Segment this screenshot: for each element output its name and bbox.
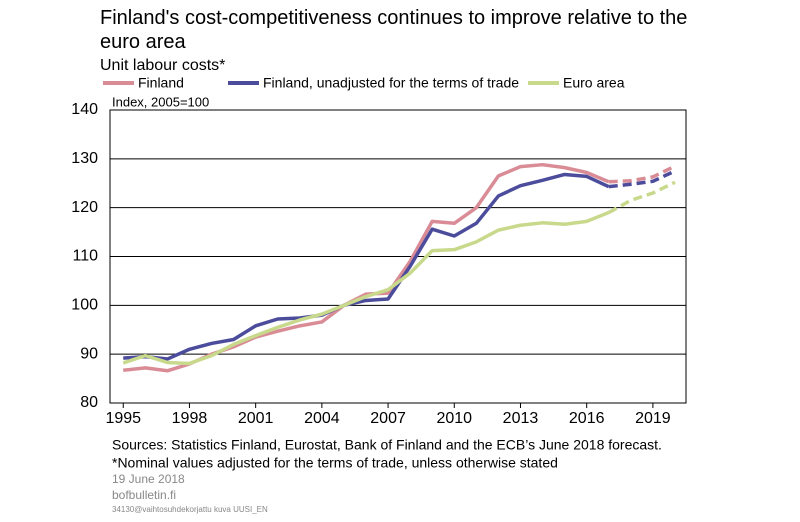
forecast-line: [608, 169, 676, 189]
plot-frame: [109, 109, 687, 404]
sources: Sources: Statistics Finland, Eurostat, B…: [112, 437, 662, 453]
x-tick-label: 2010: [436, 410, 472, 427]
forecast-line: [608, 164, 676, 184]
y-axis-label: Index, 2005=100: [112, 94, 209, 109]
y-tick-label: 120: [71, 199, 98, 216]
x-tick-label: 2007: [370, 410, 406, 427]
series-line: [123, 162, 610, 373]
y-tick-label: 130: [71, 150, 98, 167]
chart-title: Finland's cost-competitiveness continues…: [100, 7, 688, 53]
legend-label: Finland, unadjusted for the terms of tra…: [263, 75, 519, 91]
legend-label: Finland: [138, 75, 184, 91]
site: bofbulletin.fi: [112, 488, 176, 502]
file-name: 34130@vaihtosuhdekorjattu kuva UUSI_EN: [112, 505, 268, 514]
legend-label: Euro area: [563, 75, 625, 91]
series-line: [123, 172, 610, 361]
subtitle: Unit labour costs*: [100, 57, 225, 74]
forecast-line: [607, 180, 676, 215]
x-tick-label: 2004: [304, 410, 340, 427]
x-tick-label: 2019: [635, 410, 671, 427]
y-tick-label: 110: [72, 248, 98, 265]
note: *Nominal values adjusted for the terms o…: [112, 455, 558, 471]
x-tick-label: 2001: [238, 410, 274, 427]
y-tick-label: 100: [71, 297, 98, 314]
date: 19 June 2018: [112, 472, 185, 486]
x-tick-label: 2016: [569, 410, 605, 427]
y-tick-label: 90: [80, 345, 98, 362]
x-tick-label: 1995: [105, 410, 141, 427]
y-tick-label: 140: [71, 101, 98, 118]
x-tick-label: 2013: [503, 410, 539, 427]
y-tick-label: 80: [80, 394, 98, 411]
series-line: [122, 210, 610, 366]
x-tick-label: 1998: [172, 410, 208, 427]
